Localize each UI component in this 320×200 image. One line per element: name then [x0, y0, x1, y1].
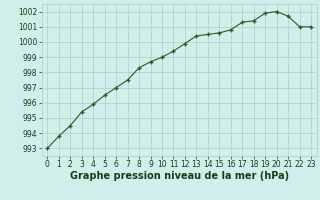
X-axis label: Graphe pression niveau de la mer (hPa): Graphe pression niveau de la mer (hPa): [70, 171, 289, 181]
